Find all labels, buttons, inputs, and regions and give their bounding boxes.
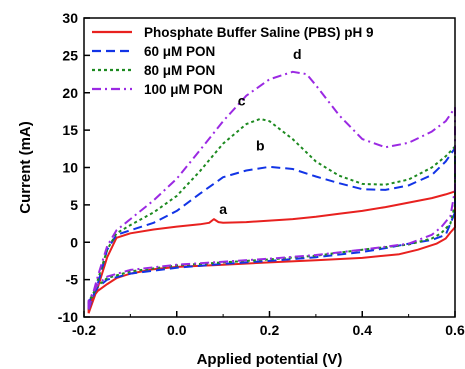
- x-tick-label: 0.0: [167, 322, 187, 338]
- y-tick-label: 15: [62, 122, 78, 138]
- y-tick-label: 20: [62, 85, 78, 101]
- series-layer: [87, 70, 456, 314]
- series-line-1: [87, 147, 456, 310]
- curve-label-b: b: [256, 137, 265, 153]
- y-tick-label: 30: [62, 10, 78, 26]
- y-tick-label: 5: [70, 197, 78, 213]
- y-tick-label: -10: [58, 309, 78, 325]
- y-tick-label: 25: [62, 47, 78, 63]
- curve-label-d: d: [293, 46, 302, 62]
- legend-label-0: Phosphate Buffer Saline (PBS) pH 9: [144, 25, 374, 40]
- x-tick-label: -0.2: [72, 322, 96, 338]
- curve-label-a: a: [219, 201, 227, 217]
- series-line-2: [87, 117, 456, 310]
- legend-label-1: 60 μM PON: [144, 44, 215, 59]
- y-axis-title: Current (mA): [17, 121, 34, 214]
- y-tick-label: -5: [66, 272, 79, 288]
- y-tick-label: 10: [62, 160, 78, 176]
- x-axis-title: Applied potential (V): [197, 351, 343, 368]
- curve-label-c: c: [238, 92, 246, 108]
- labels-layer: a b c d: [219, 46, 301, 217]
- series-line-3: [87, 70, 456, 310]
- x-tick-label: 0.2: [260, 322, 280, 338]
- legend: Phosphate Buffer Saline (PBS) pH 9 60 μM …: [92, 25, 374, 97]
- legend-label-3: 100 μM PON: [144, 82, 223, 97]
- y-tick-label: 0: [70, 234, 78, 250]
- x-tick-label: 0.6: [445, 322, 465, 338]
- axes-layer: -0.2 0.0 0.2 0.4 0.6 -10 -5 0 5 10 15 20 25 30: [58, 10, 465, 338]
- legend-label-2: 80 μM PON: [144, 63, 215, 78]
- x-tick-label: 0.4: [353, 322, 373, 338]
